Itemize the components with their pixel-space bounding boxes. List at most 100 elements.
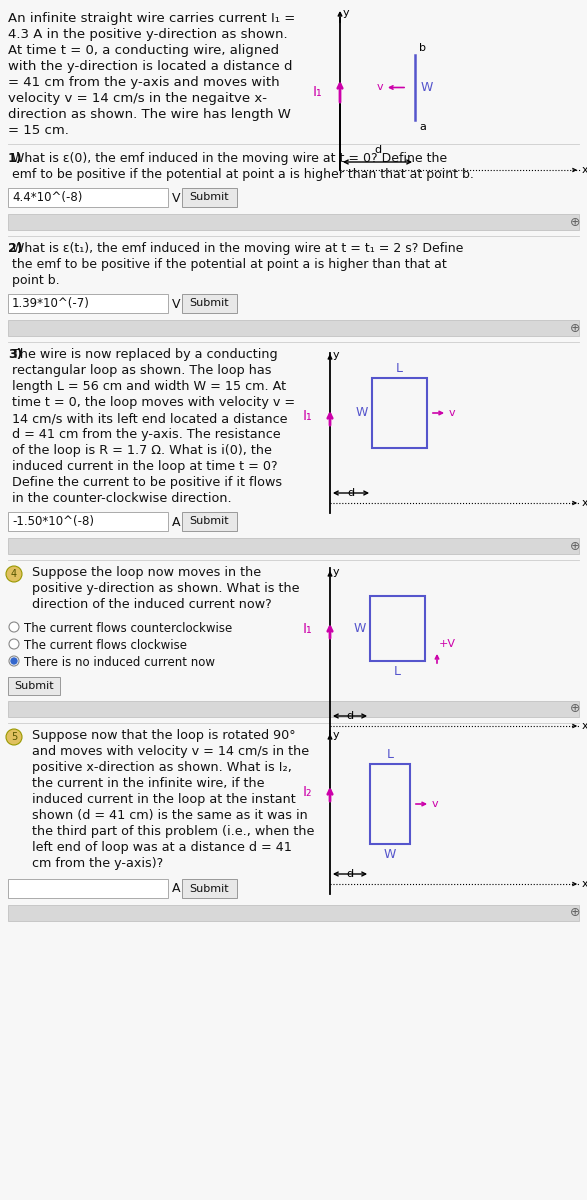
Text: v: v [376, 82, 383, 91]
Text: direction of the induced current now?: direction of the induced current now? [28, 598, 272, 611]
Text: Submit: Submit [190, 883, 230, 894]
Text: 4.4*10^(-8): 4.4*10^(-8) [12, 191, 82, 204]
Text: of the loop is R = 1.7 Ω. What is i(0), the: of the loop is R = 1.7 Ω. What is i(0), … [8, 444, 272, 457]
Text: L: L [396, 362, 403, 374]
Text: I₁: I₁ [302, 622, 312, 636]
Text: L: L [394, 665, 401, 678]
Text: positive x-direction as shown. What is I₂,: positive x-direction as shown. What is I… [28, 761, 292, 774]
Text: V: V [172, 298, 180, 311]
Text: induced current in the loop at the instant: induced current in the loop at the insta… [28, 793, 296, 806]
Text: ⊕: ⊕ [570, 216, 581, 228]
Bar [8, 677, 60, 695]
Text: 5: 5 [11, 732, 17, 742]
Text: the emf to be positive if the potential at point a is higher than that at: the emf to be positive if the potential … [8, 258, 447, 271]
Text: point b.: point b. [8, 274, 60, 287]
Text: velocity v = 14 cm/s in the negaitve x-: velocity v = 14 cm/s in the negaitve x- [8, 92, 267, 104]
Text: W: W [384, 848, 396, 862]
Bar [372, 378, 427, 448]
Text: d: d [348, 488, 355, 498]
Text: W: W [421, 80, 433, 94]
Text: rectangular loop as shown. The loop has: rectangular loop as shown. The loop has [8, 364, 272, 377]
Bar [8, 214, 579, 230]
Text: 14 cm/s with its left end located a distance: 14 cm/s with its left end located a dist… [8, 412, 288, 425]
Bar [8, 701, 579, 716]
Text: a: a [419, 122, 426, 132]
Text: = 41 cm from the y-axis and moves with: = 41 cm from the y-axis and moves with [8, 76, 279, 89]
Text: The wire is now replaced by a conducting: The wire is now replaced by a conducting [8, 348, 278, 361]
Text: I₁: I₁ [302, 409, 312, 422]
Text: I₁: I₁ [312, 85, 322, 98]
Bar [182, 878, 237, 898]
Text: What is ε(t₁), the emf induced in the moving wire at t = t₁ = 2 s? Define: What is ε(t₁), the emf induced in the mo… [8, 242, 463, 254]
Circle shape [9, 656, 19, 666]
Text: The current flows clockwise: The current flows clockwise [24, 638, 187, 652]
Text: time t = 0, the loop moves with velocity v =: time t = 0, the loop moves with velocity… [8, 396, 295, 409]
Text: with the y-direction is located a distance d: with the y-direction is located a distan… [8, 60, 292, 73]
Text: direction as shown. The wire has length W: direction as shown. The wire has length … [8, 108, 291, 121]
Text: = 15 cm.: = 15 cm. [8, 124, 69, 137]
Bar [8, 294, 168, 313]
Text: The current flows counterclockwise: The current flows counterclockwise [24, 622, 232, 635]
Text: x: x [582, 721, 587, 731]
Text: x: x [582, 164, 587, 175]
Bar [8, 188, 168, 206]
Text: the third part of this problem (i.e., when the: the third part of this problem (i.e., wh… [28, 826, 315, 838]
Text: d: d [346, 710, 353, 721]
Text: Define the current to be positive if it flows: Define the current to be positive if it … [8, 476, 282, 490]
Text: b: b [419, 43, 426, 53]
Circle shape [9, 622, 19, 632]
Text: y: y [333, 730, 340, 740]
Circle shape [6, 566, 22, 582]
Text: y: y [343, 8, 350, 18]
Text: length L = 56 cm and width W = 15 cm. At: length L = 56 cm and width W = 15 cm. At [8, 380, 286, 392]
Text: 2): 2) [8, 242, 23, 254]
Bar [182, 188, 237, 206]
Text: shown (d = 41 cm) is the same as it was in: shown (d = 41 cm) is the same as it was … [28, 809, 308, 822]
Text: An infinite straight wire carries current I₁ =: An infinite straight wire carries curren… [8, 12, 295, 25]
Circle shape [6, 728, 22, 745]
Text: Submit: Submit [190, 299, 230, 308]
Text: d = 41 cm from the y-axis. The resistance: d = 41 cm from the y-axis. The resistanc… [8, 428, 281, 440]
Circle shape [9, 638, 19, 649]
Text: At time t = 0, a conducting wire, aligned: At time t = 0, a conducting wire, aligne… [8, 44, 279, 56]
Text: x: x [582, 498, 587, 508]
Circle shape [11, 658, 17, 664]
Text: +V: +V [439, 638, 456, 649]
Text: positive y-direction as shown. What is the: positive y-direction as shown. What is t… [28, 582, 299, 595]
Text: Submit: Submit [190, 192, 230, 203]
Text: y: y [333, 350, 340, 360]
Text: and moves with velocity v = 14 cm/s in the: and moves with velocity v = 14 cm/s in t… [28, 745, 309, 758]
Bar [370, 596, 425, 661]
Text: x: x [582, 878, 587, 889]
Text: W: W [353, 622, 366, 635]
Bar [370, 764, 410, 844]
Text: -1.50*10^(-8): -1.50*10^(-8) [12, 515, 94, 528]
Text: 1): 1) [8, 152, 23, 164]
Text: V: V [172, 192, 180, 204]
Text: 4: 4 [11, 569, 17, 578]
Text: What is ε(0), the emf induced in the moving wire at t = 0? Define the: What is ε(0), the emf induced in the mov… [8, 152, 447, 164]
Text: There is no induced current now: There is no induced current now [24, 656, 215, 670]
Text: L: L [386, 748, 393, 761]
Text: W: W [356, 407, 368, 420]
Text: 1.39*10^(-7): 1.39*10^(-7) [12, 296, 90, 310]
Text: 4.3 A in the positive y-direction as shown.: 4.3 A in the positive y-direction as sho… [8, 28, 288, 41]
Bar [8, 905, 579, 922]
Bar [182, 512, 237, 530]
Text: y: y [333, 566, 340, 577]
Bar [8, 538, 579, 554]
Text: d: d [374, 145, 381, 155]
Text: 3): 3) [8, 348, 22, 361]
Text: ⊕: ⊕ [570, 906, 581, 919]
Text: Submit: Submit [14, 680, 54, 691]
Text: emf to be positive if the potential at point a is higher than that at point b.: emf to be positive if the potential at p… [8, 168, 474, 181]
Bar [8, 320, 579, 336]
Text: d: d [346, 869, 353, 878]
Bar [8, 878, 168, 898]
Text: A: A [172, 516, 180, 528]
Text: v: v [449, 408, 456, 418]
Text: ⊕: ⊕ [570, 322, 581, 335]
Text: Suppose now that the loop is rotated 90°: Suppose now that the loop is rotated 90° [28, 728, 296, 742]
Text: cm from the y-axis)?: cm from the y-axis)? [28, 857, 163, 870]
Text: in the counter-clockwise direction.: in the counter-clockwise direction. [8, 492, 232, 505]
